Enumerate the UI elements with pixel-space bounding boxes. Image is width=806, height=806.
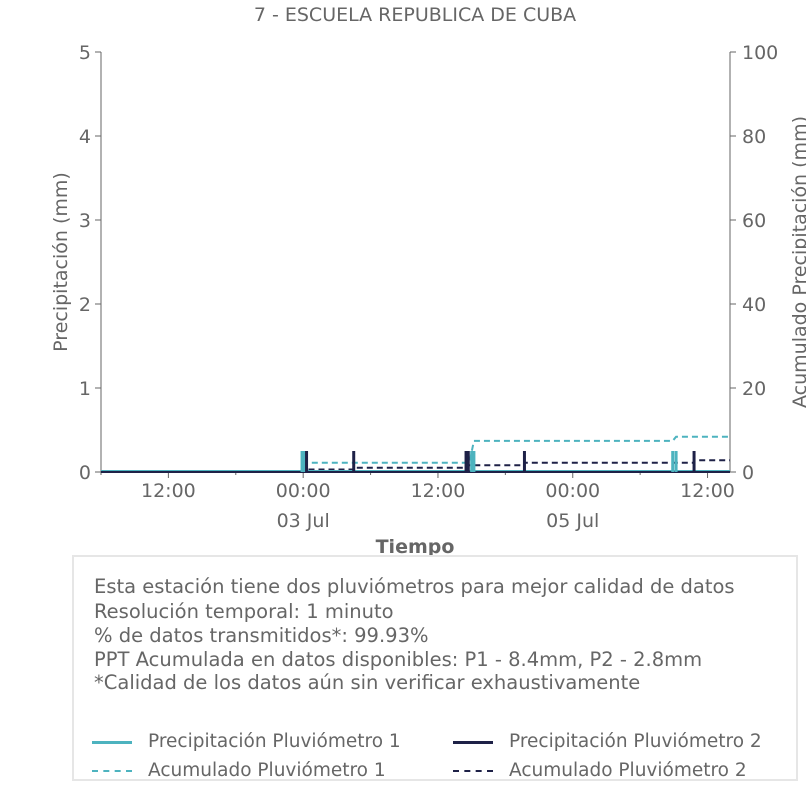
legend-label-accum-2: Acumulado Pluviómetro 2 (509, 760, 747, 781)
info-line-transmitted: % de datos transmitidos*: 99.93% (94, 624, 429, 647)
y-axis-title: Precipitación (mm) (50, 172, 72, 352)
x-tick-date-label: 05 Jul (546, 510, 599, 532)
x-tick-label: 12:00 (141, 480, 196, 502)
legend-swatch-accum-2 (453, 770, 493, 772)
legend-label-accum-1: Acumulado Pluviómetro 1 (148, 760, 386, 781)
y-tick-label: 1 (79, 378, 91, 400)
info-line-two-gauges: Esta estación tiene dos pluviómetros par… (94, 575, 735, 598)
y-tick-label: 0 (79, 462, 91, 484)
y2-tick-label: 20 (742, 378, 766, 400)
x-tick-date-label: 03 Jul (277, 510, 330, 532)
legend-label-precip-2: Precipitación Pluviómetro 2 (509, 731, 762, 752)
x-tick-label: 00:00 (276, 480, 331, 502)
y2-tick-label: 80 (742, 126, 766, 148)
x-tick-label: 00:00 (545, 480, 600, 502)
y2-tick-label: 100 (742, 42, 778, 64)
x-axis-title: Tiempo (376, 536, 455, 558)
y2-axis-title: Acumulado Precipitación (mm) (789, 116, 806, 408)
legend-swatch-accum-1 (92, 770, 132, 772)
info-box: Esta estación tiene dos pluviómetros par… (72, 555, 798, 781)
plot-area: 0 1 2 3 4 5 0 20 40 60 80 100 12:00 00:00 03 Jul 12:00 0… (79, 42, 778, 532)
legend-swatch-precip-1 (92, 741, 132, 744)
y-tick-label: 3 (79, 210, 91, 232)
info-line-resolution: Resolución temporal: 1 minuto (94, 600, 394, 623)
info-line-accumulated: PPT Acumulada en datos disponibles: P1 -… (94, 648, 703, 671)
y-tick-label: 5 (79, 42, 91, 64)
y-tick-label: 2 (79, 294, 91, 316)
x-tick-label: 12:00 (411, 480, 466, 502)
legend-label-precip-1: Precipitación Pluviómetro 1 (148, 731, 401, 752)
x-tick-label: 12:00 (680, 480, 735, 502)
legend-swatch-precip-2 (453, 741, 493, 744)
info-line-quality-note: *Calidad de los datos aún sin verificar … (94, 671, 641, 694)
y2-tick-label: 40 (742, 294, 766, 316)
y2-tick-label: 60 (742, 210, 766, 232)
chart-title: 7 - ESCUELA REPUBLICA DE CUBA (254, 4, 576, 26)
accumulated-line (101, 435, 730, 473)
y2-tick-label: 0 (742, 462, 754, 484)
y-tick-label: 4 (79, 126, 91, 148)
